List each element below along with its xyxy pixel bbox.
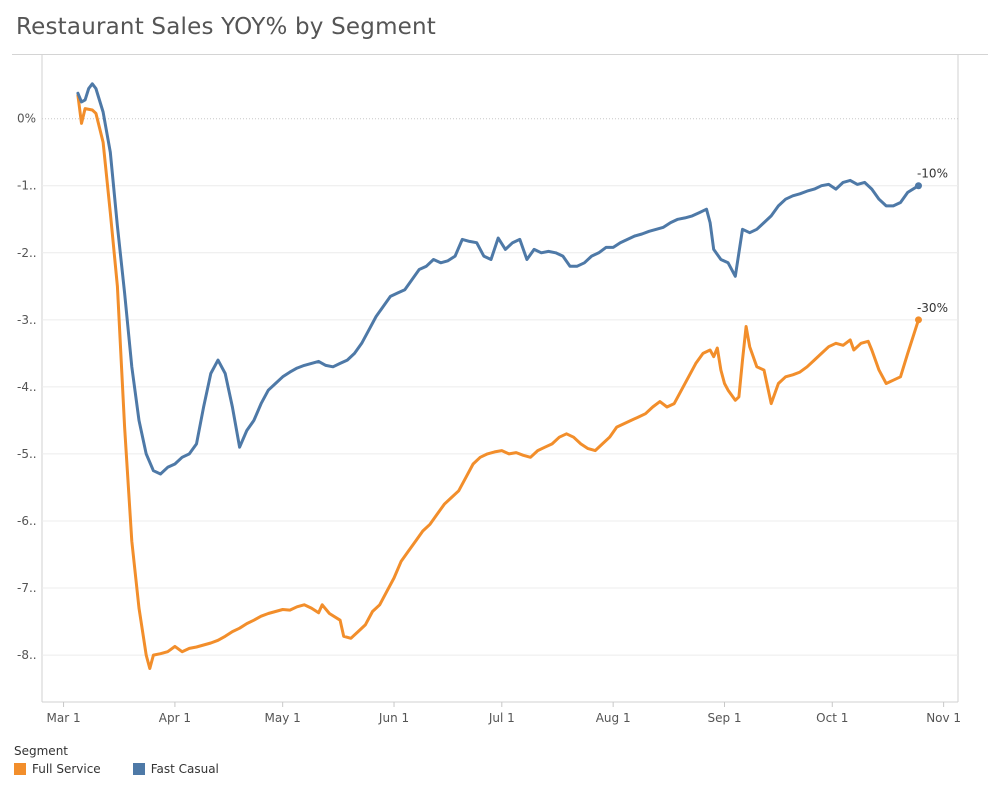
chart-title: Restaurant Sales YOY% by Segment [16,14,437,40]
legend-label-full-service: Full Service [32,762,101,776]
legend-title: Segment [14,744,68,758]
y-tick-label: -6.. [17,514,37,528]
series-line-fast-casual [76,82,920,476]
series-end-label: -10% [917,167,948,181]
x-tick-label: Apr 1 [159,711,191,725]
legend-swatch-fast-casual [132,763,145,775]
y-tick-label: -4.. [17,380,37,394]
y-tick-label: -7.. [17,581,37,595]
series-end-point [914,182,922,190]
series-line-full-service [76,93,920,670]
x-tick-label: Aug 1 [596,711,631,725]
x-tick-label: Sep 1 [707,711,741,725]
series-end-label: -30% [917,301,948,315]
y-tick-label: -8.. [17,648,37,662]
title-divider [12,54,988,55]
y-tick-label: 0% [17,112,36,126]
series-end-point [914,316,922,324]
x-tick-label: Jun 1 [378,711,409,725]
x-tick-label: Mar 1 [47,711,81,725]
legend-label-fast-casual: Fast Casual [150,762,219,776]
y-tick-label: -3.. [17,313,37,327]
x-tick-label: Jul 1 [488,711,515,725]
x-tick-label: Nov 1 [926,711,961,725]
line-chart: 0% -1.. -2.. -3.. -4.. -5.. -6.. -7.. -8.. Mar 1 A… [17,55,961,725]
y-tick-label: -1.. [17,179,37,193]
legend-swatch-full-service [14,763,26,775]
legend-item-full-service[interactable]: Full Service [14,762,101,776]
legend-item-fast-casual[interactable]: Fast Casual [132,762,219,776]
x-tick-label: May 1 [265,711,301,725]
y-tick-label: -2.. [17,246,37,260]
legend: Segment Full Service Fast Casual [14,744,219,776]
y-tick-label: -5.. [17,447,37,461]
x-tick-label: Oct 1 [816,711,848,725]
